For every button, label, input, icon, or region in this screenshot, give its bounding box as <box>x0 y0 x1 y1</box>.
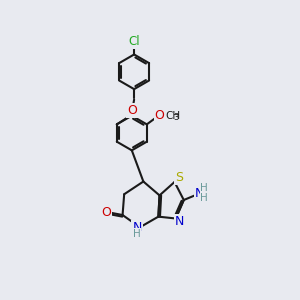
Text: S: S <box>175 171 183 184</box>
Text: H: H <box>200 193 208 203</box>
Text: Cl: Cl <box>128 34 140 48</box>
Text: H: H <box>200 183 208 193</box>
Text: 3: 3 <box>173 113 178 122</box>
Text: N: N <box>195 187 204 200</box>
Text: O: O <box>127 104 137 117</box>
Text: N: N <box>175 215 184 228</box>
Text: O: O <box>101 206 111 219</box>
Text: H: H <box>133 229 141 239</box>
Text: N: N <box>132 221 142 234</box>
Text: CH: CH <box>166 111 181 121</box>
Text: O: O <box>154 109 164 122</box>
